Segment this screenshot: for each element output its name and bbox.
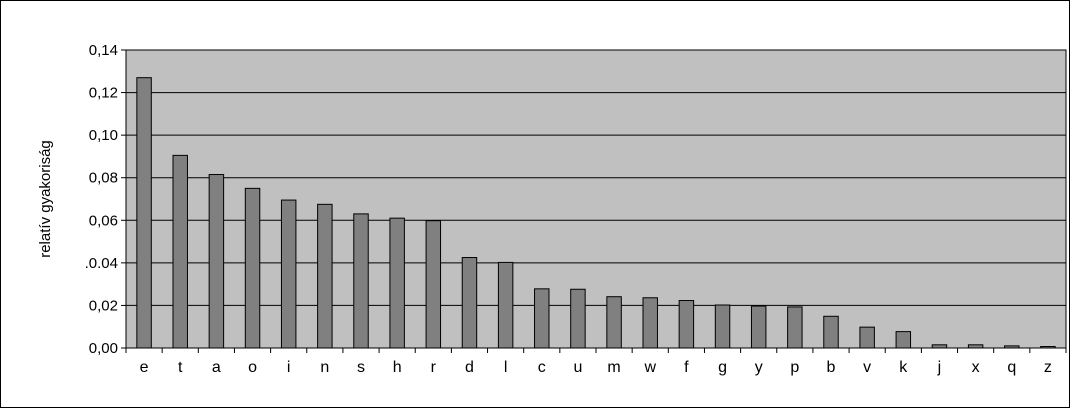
y-tick-label: .0.04: [85, 255, 118, 272]
x-tick-label: t: [178, 359, 183, 376]
x-tick-label: p: [790, 359, 799, 376]
bar-l: [497, 261, 514, 349]
x-tick-label: x: [972, 359, 980, 376]
bar-e: [136, 77, 152, 349]
bar-d: [461, 257, 478, 349]
x-tick-label: n: [320, 359, 329, 376]
x-tick-label: g: [718, 359, 727, 376]
x-tick-label: u: [573, 359, 582, 376]
x-tick-label: f: [684, 359, 689, 376]
bar-k: [895, 331, 912, 349]
bar-g: [714, 304, 731, 349]
y-tick-label: 0,12: [89, 85, 118, 102]
bar-v: [859, 326, 875, 349]
bar-y: [750, 305, 767, 349]
bar-o: [244, 187, 261, 349]
x-tick-label: e: [140, 359, 149, 376]
bar-s: [353, 213, 369, 349]
x-tick-label: a: [212, 359, 221, 376]
bar-u: [570, 288, 586, 349]
y-tick-label: 0,08: [89, 170, 118, 187]
bar-a: [208, 174, 225, 349]
x-tick-label: q: [1007, 359, 1016, 376]
x-tick-label: d: [465, 359, 474, 376]
x-tick-label: o: [248, 359, 257, 376]
plot-area: [125, 49, 1067, 349]
bars: [136, 77, 1056, 349]
bar-h: [389, 217, 405, 349]
bar-p: [787, 306, 803, 349]
bar-n: [317, 203, 333, 349]
bar-t: [172, 154, 188, 349]
x-tick-label: w: [643, 359, 656, 376]
y-tick-label: 0,06: [89, 212, 118, 229]
y-tick-label: 0,14: [89, 42, 118, 59]
x-tick-label: m: [607, 359, 620, 376]
x-tick-label: k: [899, 359, 908, 376]
bar-m: [606, 296, 622, 349]
x-tick-label: h: [393, 359, 402, 376]
x-tick-label: b: [827, 359, 836, 376]
y-tick-label: 0,00: [89, 340, 118, 357]
y-axis-title: relatív gyakoriság: [37, 140, 54, 258]
x-tick-label: j: [937, 359, 942, 376]
x-tick-label: s: [357, 359, 365, 376]
bar-i: [280, 199, 297, 349]
y-tick-label: 0,10: [89, 127, 118, 144]
x-tick-label: i: [287, 359, 291, 376]
bar-f: [678, 300, 695, 349]
x-tick-label: y: [755, 359, 763, 376]
x-tick-label: r: [431, 359, 437, 376]
x-tick-label: z: [1044, 359, 1052, 376]
y-axis: 0,00 0,02 .0.04 0,06 0,08 0,10 0,12 0,14: [85, 42, 127, 357]
x-tick-label: v: [863, 359, 871, 376]
bar-b: [823, 315, 839, 349]
x-tick-label: c: [538, 359, 546, 376]
bar-w: [642, 297, 658, 349]
y-tick-label: 0,02: [89, 297, 118, 314]
bar-c: [534, 288, 550, 349]
bar-r: [425, 220, 442, 349]
x-tick-label: l: [504, 359, 508, 376]
